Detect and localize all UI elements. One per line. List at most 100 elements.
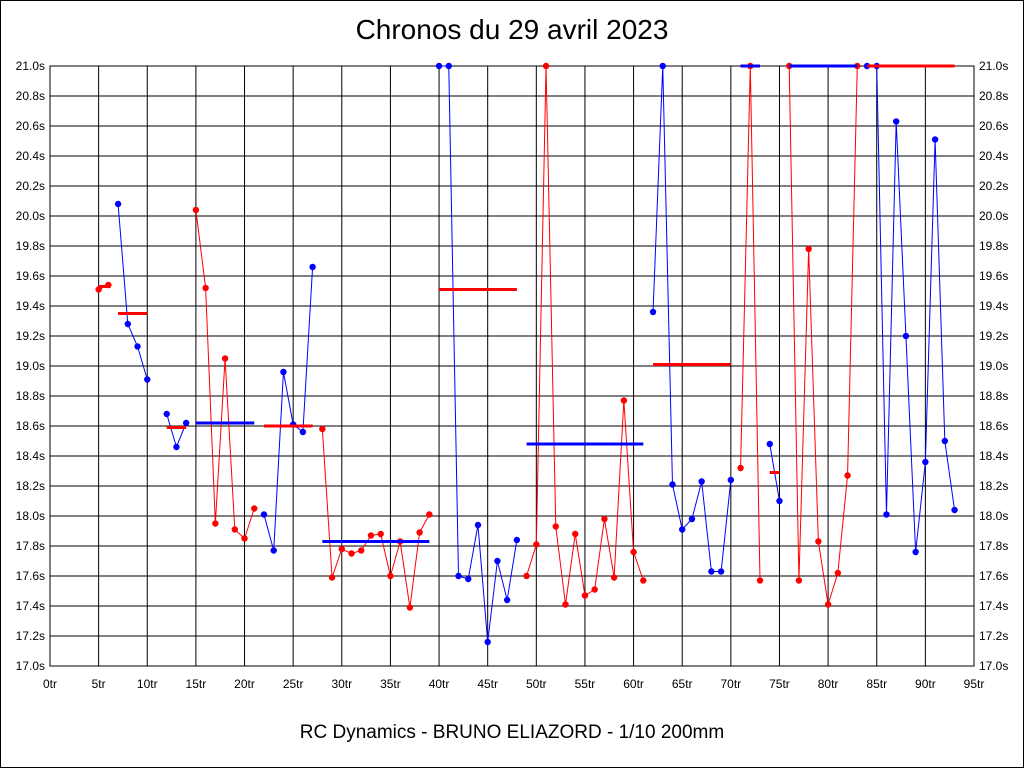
lap-point — [776, 497, 783, 505]
lap-point — [387, 572, 394, 580]
y-tick-label-right: 20.0s — [979, 209, 1008, 223]
lap-point — [445, 62, 452, 70]
lap-point — [902, 332, 910, 340]
y-tick-label-left: 17.8s — [16, 539, 45, 553]
lap-point — [630, 548, 637, 556]
lap-point — [533, 541, 540, 548]
y-tick-label-left: 19.6s — [16, 269, 45, 283]
series-line — [321, 428, 430, 608]
lap-point — [922, 458, 929, 466]
lap-point — [572, 530, 579, 538]
lap-point — [182, 419, 190, 427]
lap-point — [377, 530, 384, 538]
y-tick-label-left: 18.8s — [16, 389, 45, 403]
lap-point — [591, 586, 598, 593]
lap-point — [844, 472, 851, 479]
lap-point — [474, 521, 482, 529]
lap-point — [659, 62, 666, 70]
lap-point — [328, 574, 336, 581]
y-tick-label-left: 18.6s — [16, 419, 45, 433]
y-tick-label-right: 17.0s — [979, 659, 1008, 673]
y-tick-label-left: 17.4s — [16, 599, 45, 613]
lap-point — [358, 547, 365, 554]
x-tick-label: 55tr — [575, 677, 596, 691]
x-tick-label: 20tr — [234, 677, 255, 691]
lap-point — [669, 481, 676, 488]
y-tick-label-right: 18.2s — [979, 479, 1008, 493]
lap-point — [212, 520, 219, 527]
y-tick-label-left: 20.0s — [16, 209, 45, 223]
y-tick-label-right: 17.4s — [979, 599, 1008, 613]
lap-point — [824, 601, 832, 608]
y-tick-label-left: 18.0s — [16, 509, 45, 523]
x-tick-label: 95tr — [964, 677, 985, 691]
lap-point — [766, 440, 773, 448]
plot-border — [49, 65, 975, 667]
lap-point — [503, 596, 511, 604]
x-tick-label: 90tr — [915, 677, 936, 691]
lap-point — [649, 308, 657, 316]
lap-point — [435, 62, 443, 70]
lap-point — [299, 428, 307, 436]
lap-point — [756, 577, 764, 584]
lap-point — [260, 511, 268, 518]
lap-point — [124, 320, 132, 328]
y-tick-label-left: 17.2s — [16, 629, 45, 643]
y-tick-label-left: 20.4s — [16, 149, 45, 163]
y-tick-label-right: 19.8s — [979, 239, 1008, 253]
lap-point — [484, 638, 491, 646]
lap-point — [251, 505, 258, 512]
x-tick-label: 35tr — [380, 677, 401, 691]
lap-point — [795, 577, 803, 584]
lap-point — [241, 535, 248, 542]
x-tick-label: 15tr — [186, 677, 207, 691]
chart-title: Chronos du 29 avril 2023 — [355, 14, 669, 45]
lap-point — [163, 410, 170, 418]
lap-point — [202, 284, 209, 292]
lap-point — [727, 476, 735, 484]
y-tick-label-right: 21.0s — [979, 59, 1008, 73]
lap-point — [406, 604, 414, 611]
y-tick-label-left: 19.4s — [16, 299, 45, 313]
lap-point — [416, 529, 423, 536]
lap-point — [552, 523, 559, 530]
y-tick-label-right: 18.4s — [979, 449, 1008, 463]
y-tick-label-left: 19.2s — [16, 329, 45, 343]
lap-point — [426, 511, 433, 518]
lap-point — [309, 263, 316, 271]
x-tick-label: 30tr — [331, 677, 352, 691]
series-line — [740, 65, 761, 581]
y-tick-label-right: 20.4s — [979, 149, 1008, 163]
y-tick-label-left: 17.0s — [16, 659, 45, 673]
lap-point — [815, 538, 822, 545]
lap-point — [717, 568, 725, 575]
y-tick-label-right: 18.6s — [979, 419, 1008, 433]
y-tick-label-left: 20.6s — [16, 119, 45, 133]
y-tick-label-left: 19.8s — [16, 239, 45, 253]
y-tick-label-left: 21.0s — [16, 59, 45, 73]
y-tick-label-right: 20.8s — [979, 89, 1008, 103]
lap-point — [455, 572, 462, 580]
lap-point — [601, 515, 608, 523]
y-tick-label-right: 17.6s — [979, 569, 1008, 583]
chart-footer: RC Dynamics - BRUNO ELIAZORD - 1/10 200m… — [299, 722, 725, 743]
lap-point — [912, 548, 919, 556]
lap-point — [581, 592, 589, 599]
y-tick-label-right: 18.0s — [979, 509, 1008, 523]
lap-point — [348, 550, 355, 557]
y-tick-label-right: 20.2s — [979, 179, 1008, 193]
lap-point — [941, 437, 949, 445]
lap-point — [931, 136, 939, 143]
series-line — [788, 65, 858, 605]
x-tick-label: 25tr — [283, 677, 304, 691]
lap-point — [805, 245, 812, 253]
x-tick-label: 40tr — [429, 677, 450, 691]
lap-point — [134, 343, 141, 350]
lap-point — [562, 601, 569, 608]
x-tick-label: 50tr — [526, 677, 547, 691]
lap-point — [542, 62, 550, 70]
series-line — [439, 65, 518, 643]
y-tick-label-right: 19.2s — [979, 329, 1008, 343]
lap-point — [737, 464, 744, 472]
